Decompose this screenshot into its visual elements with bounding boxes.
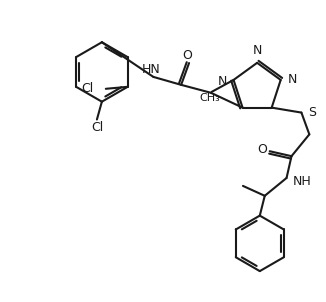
Text: Cl: Cl (91, 121, 103, 134)
Text: O: O (257, 143, 267, 156)
Text: N: N (288, 73, 297, 86)
Text: CH₃: CH₃ (200, 93, 220, 103)
Text: N: N (217, 76, 227, 88)
Text: S: S (308, 106, 316, 119)
Text: O: O (182, 49, 192, 62)
Text: N: N (252, 44, 262, 57)
Text: Cl: Cl (82, 82, 94, 95)
Text: HN: HN (142, 63, 161, 76)
Text: NH: NH (292, 175, 311, 188)
